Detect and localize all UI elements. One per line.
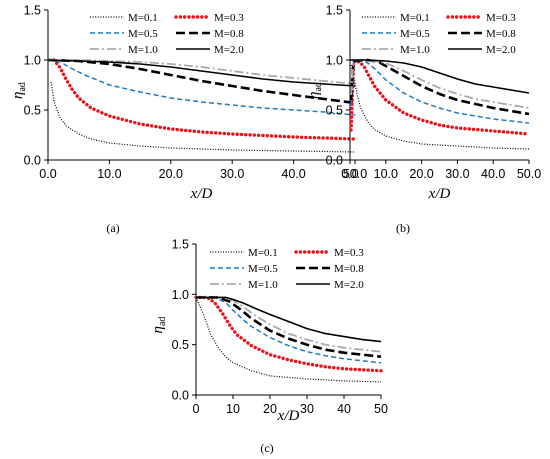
y-tick-label: 1.0 xyxy=(24,54,41,68)
legend-label: M=1.0 xyxy=(248,279,278,291)
y-tick-label: 0.5 xyxy=(326,104,343,118)
y-axis-title: ηad xyxy=(10,82,28,99)
x-tick-label: 10 xyxy=(226,402,240,416)
panel-label: (a) xyxy=(106,221,119,235)
x-tick-label: 0.0 xyxy=(341,167,358,181)
legend-label: M=2.0 xyxy=(214,44,244,56)
x-tick-label: 50 xyxy=(374,402,388,416)
x-axis-title: x/D xyxy=(277,408,300,424)
series-line-M-0-1 xyxy=(350,64,530,150)
x-tick-label: 40.0 xyxy=(281,167,305,181)
y-tick-label: 0.5 xyxy=(24,104,41,118)
legend-label: M=0.8 xyxy=(334,263,364,275)
series-line-M-0-3 xyxy=(194,295,383,373)
legend-label: M=0.3 xyxy=(486,12,516,24)
x-tick-label: 50.0 xyxy=(343,167,367,181)
legend-label: M=0.8 xyxy=(214,28,244,40)
series-line-M-0-3 xyxy=(52,58,357,141)
x-tick-label: 40 xyxy=(337,402,351,416)
x-tick-label: 0 xyxy=(193,402,200,416)
legend-label: M=1.0 xyxy=(128,44,158,56)
y-axis-title: ηad xyxy=(306,82,324,99)
series-line-M-2-0 xyxy=(196,296,382,343)
y-tick-label: 1.0 xyxy=(326,54,343,68)
panel-b: 0.0 10.0 20.0 30.0 40.0 50.00.00.51.01.5x/Dηa… xyxy=(306,4,541,236)
y-tick-label: 0.0 xyxy=(326,154,343,168)
series-line-M-0-5 xyxy=(47,59,356,116)
series-line-M-1-0 xyxy=(350,59,530,109)
legend-label: M=0.5 xyxy=(400,28,430,40)
series-line-M-2-0 xyxy=(350,59,530,94)
series-line-M-1-0 xyxy=(48,59,356,85)
y-tick-label: 0.0 xyxy=(24,154,41,168)
y-axis-title: ηad xyxy=(150,317,168,334)
legend-label: M=2.0 xyxy=(334,279,364,291)
x-tick-label: 10.0 xyxy=(97,167,121,181)
panel-label: (b) xyxy=(396,221,410,235)
legend-label: M=1.0 xyxy=(400,44,430,56)
series-line-M-0-1 xyxy=(50,81,356,153)
x-tick-label: 50.0 xyxy=(517,167,541,181)
x-tick-label: 10.0 xyxy=(374,167,398,181)
x-tick-label: 0.0 xyxy=(39,167,56,181)
legend-label: M=0.1 xyxy=(400,12,430,24)
series-line-M-2-0 xyxy=(47,59,356,87)
x-axis-title: x/D xyxy=(428,186,451,202)
y-tick-label: 0.5 xyxy=(172,338,189,352)
legend-label: M=0.3 xyxy=(214,12,244,24)
x-tick-label: 20.0 xyxy=(409,167,433,181)
y-tick-label: 0.0 xyxy=(172,389,189,403)
panel-label: (c) xyxy=(260,441,273,455)
legend-label: M=0.5 xyxy=(128,28,158,40)
x-axis-title: x/D xyxy=(190,186,213,202)
legend-label: M=0.1 xyxy=(248,247,278,259)
x-tick-label: 40.0 xyxy=(481,167,505,181)
series-line-M-1-0 xyxy=(196,296,382,353)
panel-a: 0.0 10.0 20.0 30.0 40.0 50.00.00.51.01.5x/Dηa… xyxy=(10,4,367,236)
legend-label: M=2.0 xyxy=(486,44,516,56)
legend-label: M=0.8 xyxy=(486,28,516,40)
x-tick-label: 30 xyxy=(300,402,314,416)
y-tick-label: 1.5 xyxy=(326,4,343,18)
y-tick-label: 1.0 xyxy=(172,288,189,302)
x-tick-label: 20 xyxy=(263,402,277,416)
x-tick-label: 20.0 xyxy=(159,167,183,181)
x-tick-label: 30.0 xyxy=(220,167,244,181)
legend-label: M=0.1 xyxy=(128,12,158,24)
series-line-M-0-5 xyxy=(350,59,530,124)
y-tick-label: 1.5 xyxy=(24,4,41,18)
legend-label: M=0.5 xyxy=(248,263,278,275)
panel-c: 0 10 20 30 40 50 0.0 0.5 1.0 1.5 x/D ηad (c) M=0.1 M=0… xyxy=(150,238,388,456)
series-line-M-0-8 xyxy=(196,296,382,358)
y-tick-label: 1.5 xyxy=(172,238,189,252)
x-tick-label: 30.0 xyxy=(445,167,469,181)
legend-label: M=0.3 xyxy=(334,247,364,259)
series-line-M-0-1 xyxy=(195,297,382,383)
series-line-M-0-8 xyxy=(349,58,530,116)
